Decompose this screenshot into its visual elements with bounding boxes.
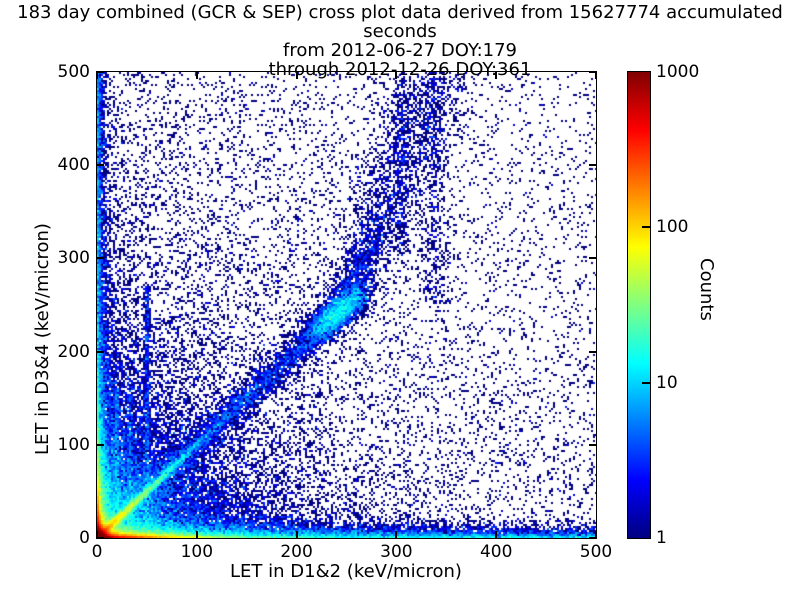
y-axis-tick [97,164,104,167]
x-axis-tick [595,531,597,538]
x-tick-label: 300 [380,542,413,562]
x-axis-tick-top [295,72,298,79]
y-tick-label: 400 [57,155,90,176]
y-tick-label: 200 [57,341,90,362]
x-axis-tick-top [495,72,498,79]
colorbar-tick-label: 100 [656,217,689,238]
y-axis-tick-right [589,257,596,260]
y-tick-label: 500 [57,62,90,82]
colorbar-label: Counts [696,258,717,321]
x-axis-label: LET in D1&2 (keV/micron) [230,561,462,582]
x-axis-tick-top [96,72,98,79]
colorbar-tick [642,226,650,229]
colorbar-gradient [628,72,650,538]
x-axis-tick-top [395,72,398,79]
y-axis-tick-right [589,350,596,353]
y-axis-label: LET in D3&4 (keV/micron) [32,223,53,455]
y-axis-tick [97,443,104,446]
colorbar-tick [642,381,650,384]
colorbar-tick-label: 10 [656,372,678,393]
x-axis-tick-top [195,72,198,79]
x-axis-tick [395,531,398,538]
x-axis-tick [195,531,198,538]
x-tick-label: 500 [579,542,613,562]
x-axis-tick [495,531,498,538]
y-axis-tick-right [589,164,596,167]
title-line-1: 183 day combined (GCR & SEP) cross plot … [17,2,783,42]
x-tick-label: 100 [180,542,214,562]
y-axis-tick-right [589,443,596,446]
y-tick-label: 300 [57,248,90,269]
x-axis-tick [96,531,98,538]
x-axis-tick-top [595,72,597,79]
y-axis-tick-right [589,71,596,73]
colorbar-tick-label: 1 [656,528,667,548]
title-line-2: from 2012-06-27 DOY:179 [282,40,517,61]
y-tick-label: 0 [79,528,90,548]
x-tick-label: 200 [280,542,313,562]
x-tick-label: 400 [479,542,513,562]
x-tick-label: 0 [91,542,103,562]
y-axis-tick [97,257,104,260]
x-axis-tick [295,531,298,538]
y-axis-tick [97,350,104,353]
y-tick-label: 100 [57,434,90,455]
colorbar [627,71,651,539]
y-axis-tick [97,71,104,73]
scatter-canvas [97,72,596,538]
y-axis-tick [97,537,104,539]
y-axis-tick-right [589,537,596,539]
plot-area [96,71,597,539]
colorbar-tick-label: 1000 [656,62,700,82]
